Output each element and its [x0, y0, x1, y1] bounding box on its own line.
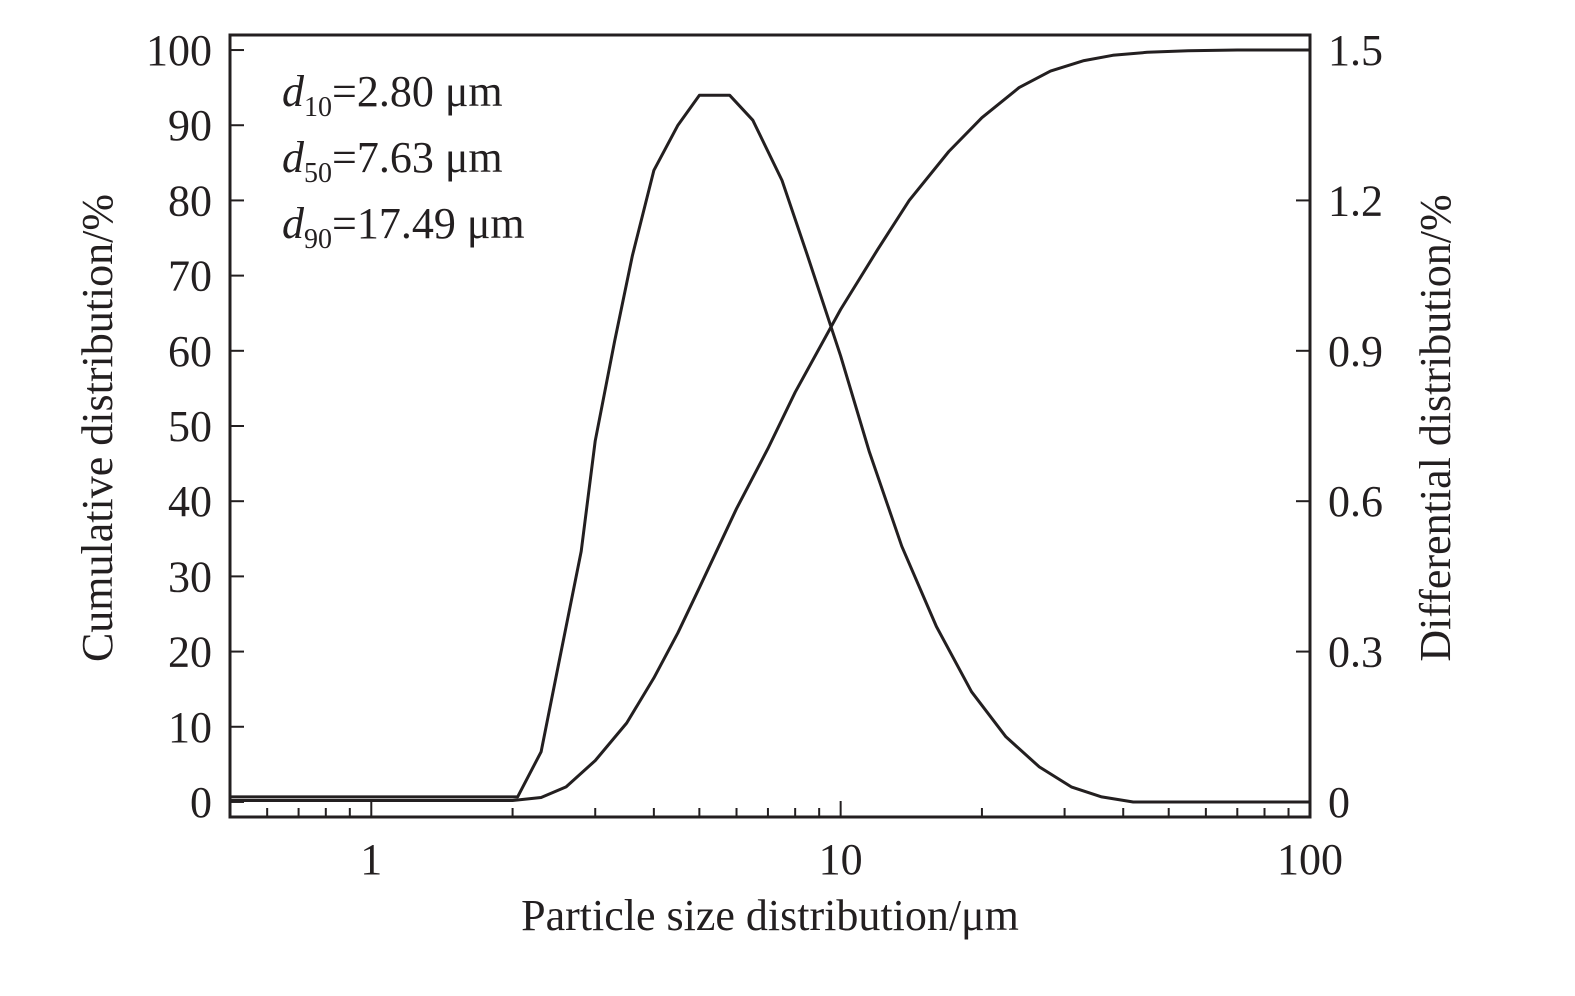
cumulative-distribution-line: [230, 48, 1310, 802]
series-layer: [230, 48, 1310, 804]
left-y-tick-label: 70: [168, 252, 212, 301]
left-y-axis-title: Cumulative distribution/%: [73, 194, 122, 662]
annotation-d10: d10=2.80 μm: [282, 67, 503, 123]
right-y-axis-ticks: 0 0.3 0.6 0.9 1.2 1.5: [1296, 26, 1383, 827]
left-y-tick-label: 100: [146, 26, 212, 75]
x-axis-ticks: 1 10 100: [229, 801, 1343, 884]
left-y-tick-label: 90: [168, 101, 212, 150]
left-y-tick-label: 0: [190, 778, 212, 827]
left-y-tick-label: 10: [168, 703, 212, 752]
left-y-tick-label: 40: [168, 477, 212, 526]
left-y-tick-label: 50: [168, 402, 212, 451]
left-y-axis-ticks: 0 10 20 30 40 50 60 70 80 90 100: [146, 26, 244, 827]
x-tick-label: 1: [360, 835, 382, 884]
annotation-d90: d90=17.49 μm: [282, 199, 525, 255]
right-y-tick-label: 0.9: [1328, 327, 1383, 376]
right-y-tick-label: 1.2: [1328, 176, 1383, 225]
x-tick-label: 100: [1277, 835, 1343, 884]
annotation-d50: d50=7.63 μm: [282, 133, 503, 189]
left-y-tick-label: 30: [168, 552, 212, 601]
right-y-tick-label: 0.3: [1328, 628, 1383, 677]
right-y-tick-label: 0.6: [1328, 477, 1383, 526]
left-y-tick-label: 60: [168, 327, 212, 376]
right-y-axis-title: Differential distribution/%: [1411, 194, 1460, 661]
differential-distribution-line: [230, 93, 1310, 804]
x-axis-title: Particle size distribution/μm: [521, 891, 1019, 940]
right-y-tick-label: 0: [1328, 778, 1350, 827]
x-tick-label: 10: [819, 835, 863, 884]
right-y-tick-label: 1.5: [1328, 26, 1383, 75]
left-y-tick-label: 80: [168, 176, 212, 225]
left-y-tick-label: 20: [168, 628, 212, 677]
